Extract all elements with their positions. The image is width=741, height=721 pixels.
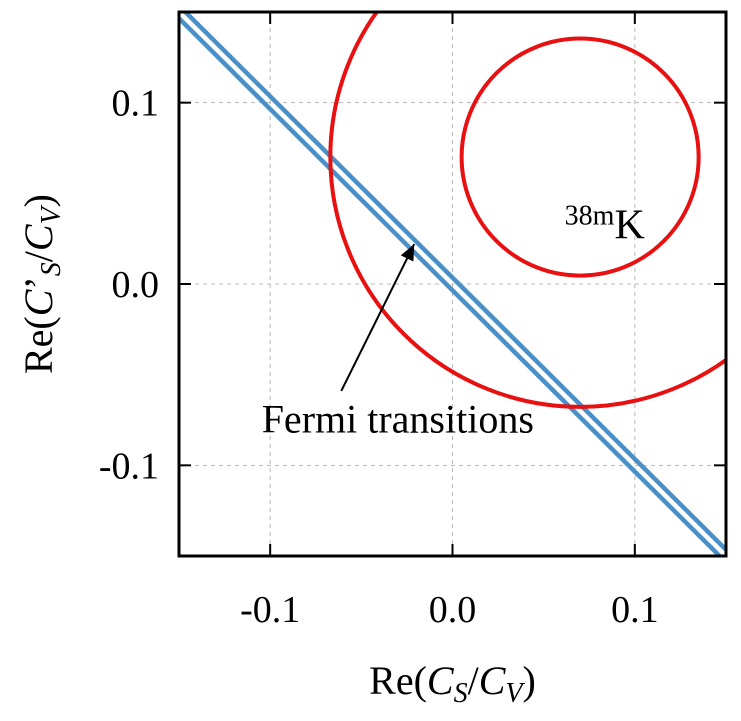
annotations: 38mK Fermi transitions — [262, 201, 645, 442]
y-tick-label: 0.0 — [112, 264, 160, 306]
data-layer — [179, 12, 726, 556]
label-38mK-superscript: 38m — [565, 201, 615, 232]
grid-lines — [179, 12, 726, 556]
y-axis-title: Re(C’S/CV) — [16, 194, 67, 374]
circle-contour — [459, 36, 701, 278]
fermi-band-line — [182, 12, 726, 552]
label-38mK: 38mK — [565, 201, 645, 249]
x-axis-title: Re(CS/CV) — [369, 658, 536, 709]
x-tick-label: 0.0 — [429, 589, 477, 631]
arrow-head — [400, 244, 415, 262]
tick-labels: -0.1 0.0 0.1 -0.1 0.0 0.1 — [99, 83, 659, 631]
axis-titles: Re(CS/CV) Re(C’S/CV) — [16, 194, 536, 709]
label-fermi-transitions: Fermi transitions — [262, 397, 534, 442]
x-tick-label: 0.1 — [611, 589, 659, 631]
y-tick-label: -0.1 — [99, 445, 159, 487]
arrow-shaft — [340, 243, 416, 392]
circle-contour — [328, 12, 726, 409]
ticks — [179, 12, 726, 556]
fermi-band-line — [179, 16, 723, 556]
label-38mK-main: K — [614, 203, 644, 249]
y-tick-label: 0.1 — [112, 83, 160, 125]
x-tick-label: -0.1 — [240, 589, 300, 631]
